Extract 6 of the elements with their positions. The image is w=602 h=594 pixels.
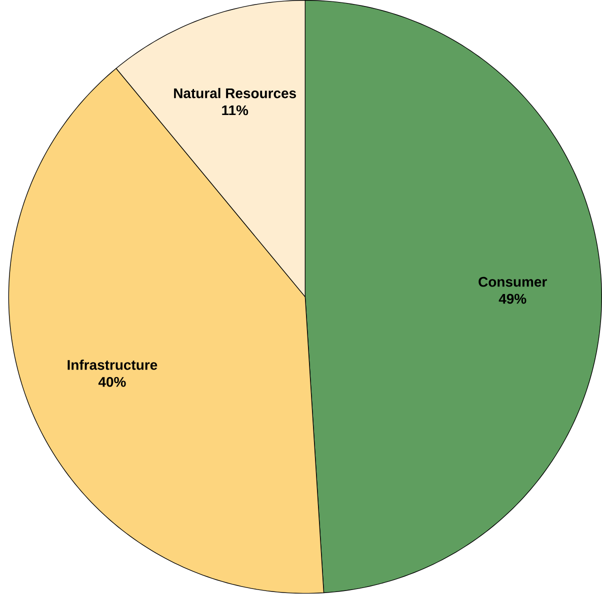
data-label: 49% [498, 294, 526, 304]
data-label: 40% [98, 377, 126, 388]
slice-label: Natural Resources [174, 88, 296, 98]
slice-label: Consumer [478, 277, 547, 287]
slice-label: Infrastructure [68, 360, 158, 370]
data-label: 11% [222, 105, 248, 116]
